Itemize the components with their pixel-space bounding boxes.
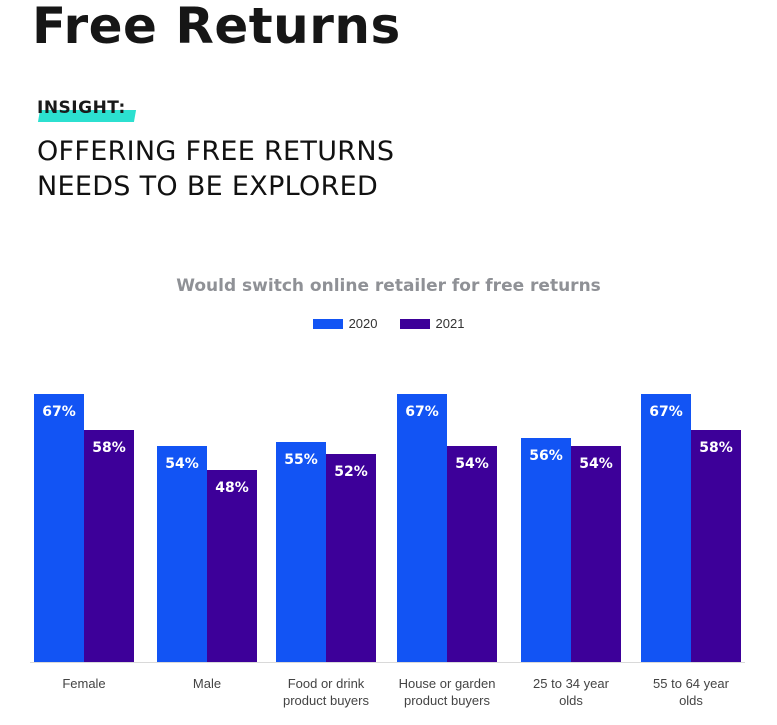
bar-2021-3 [447, 446, 497, 662]
bar-2021-0 [84, 430, 134, 662]
bar-label-2021-3: 54% [455, 456, 489, 472]
bar-label-2020-5: 67% [649, 404, 683, 420]
category-label-2-line-0: Food or drink [288, 676, 365, 691]
bar-2021-4 [571, 446, 621, 662]
category-label-5-line-0: 55 to 64 year [653, 676, 730, 691]
bar-2020-3 [397, 394, 447, 662]
legend-swatch-2021 [399, 318, 430, 329]
category-label-3-line-0: House or garden [399, 676, 496, 691]
bar-label-2020-0: 67% [42, 404, 76, 420]
page-title: Free Returns [32, 0, 401, 55]
bar-label-2020-4: 56% [529, 448, 563, 464]
bar-label-2020-3: 67% [405, 404, 439, 420]
headline: OFFERING FREE RETURNS NEEDS TO BE EXPLOR… [37, 134, 394, 204]
category-label-1-line-0: Male [193, 676, 221, 691]
bar-label-2020-1: 54% [165, 456, 199, 472]
legend-item-2021: 2021 [399, 316, 465, 331]
headline-line-1: OFFERING FREE RETURNS [37, 136, 395, 167]
category-label-5-line-1: olds [679, 693, 703, 708]
legend-label-2021: 2021 [435, 316, 465, 331]
headline-line-2: NEEDS TO BE EXPLORED [37, 171, 379, 202]
bar-2021-5 [691, 430, 741, 662]
bar-label-2021-2: 52% [334, 464, 368, 480]
category-label-0-line-0: Female [62, 676, 105, 691]
category-label-3-line-1: product buyers [404, 693, 490, 708]
bar-label-2021-4: 54% [579, 456, 613, 472]
insight-label: INSIGHT: [37, 98, 126, 118]
bar-label-2021-0: 58% [92, 440, 126, 456]
bar-2020-0 [34, 394, 84, 662]
bar-2021-2 [326, 454, 376, 662]
bar-2020-5 [641, 394, 691, 662]
bar-2020-1 [157, 446, 207, 662]
bar-label-2020-2: 55% [284, 452, 318, 468]
legend-swatch-2020 [312, 318, 343, 329]
legend-label-2020: 2020 [348, 316, 378, 331]
bar-2021-1 [207, 470, 257, 662]
bar-chart: 67% 58% Female 54% 48% Male 55% 52% Food or drin… [30, 394, 745, 708]
category-label-4-line-0: 25 to 34 year [533, 676, 610, 691]
category-label-4-line-1: olds [559, 693, 583, 708]
chart-title: Would switch online retailer for free re… [176, 276, 601, 296]
bar-label-2021-1: 48% [215, 480, 249, 496]
category-label-2-line-1: product buyers [283, 693, 369, 708]
legend-item-2020: 2020 [312, 316, 378, 331]
bar-2020-2 [276, 442, 326, 662]
chart-legend: 2020 2021 [0, 316, 777, 331]
bar-2020-4 [521, 438, 571, 662]
bar-label-2021-5: 58% [699, 440, 733, 456]
